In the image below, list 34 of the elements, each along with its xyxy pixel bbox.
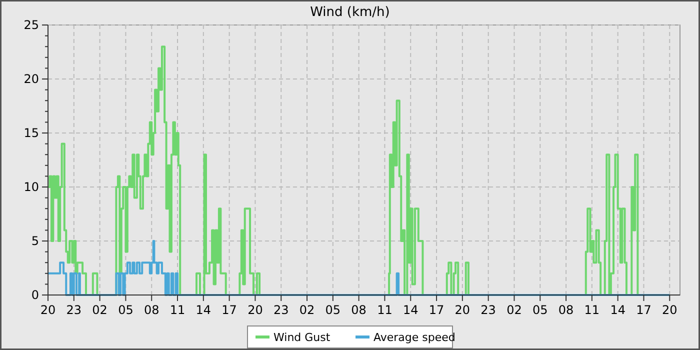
x-tick-label: 05	[325, 303, 341, 317]
x-tick-label: 05	[118, 303, 134, 317]
x-tick-label: 17	[636, 303, 652, 317]
x-tick-label: 14	[196, 303, 212, 317]
y-tick-label: 10	[24, 180, 39, 194]
x-tick-label: 02	[299, 303, 315, 317]
x-tick-label: 14	[402, 303, 418, 317]
x-tick-label: 17	[428, 303, 444, 317]
x-tick-label: 08	[144, 303, 160, 317]
x-tick-label: 20	[454, 303, 470, 317]
x-tick-label: 20	[662, 303, 678, 317]
legend-label: Average speed	[374, 330, 456, 344]
legend-label: Wind Gust	[274, 330, 331, 344]
x-tick-label: 23	[273, 303, 289, 317]
x-tick-label: 05	[532, 303, 548, 317]
x-tick-label: 02	[92, 303, 108, 317]
x-tick-label: 23	[480, 303, 496, 317]
chart-title: Wind (km/h)	[310, 5, 390, 20]
x-tick-label: 08	[351, 303, 366, 317]
x-tick-label: 17	[222, 303, 237, 317]
x-tick-label: 11	[170, 303, 186, 317]
x-tick-label: 14	[610, 303, 626, 317]
y-tick-label: 20	[24, 72, 39, 86]
x-tick-label: 08	[558, 303, 574, 317]
x-tick-label: 20	[40, 303, 56, 317]
x-tick-label: 20	[248, 303, 263, 317]
y-tick-label: 25	[24, 18, 39, 32]
x-tick-label: 11	[377, 303, 392, 317]
x-tick-label: 11	[584, 303, 600, 317]
y-tick-label: 15	[24, 126, 39, 140]
x-tick-label: 23	[66, 303, 82, 317]
y-tick-label: 5	[31, 234, 39, 248]
x-tick-label: 02	[506, 303, 522, 317]
y-tick-label: 0	[31, 288, 39, 302]
